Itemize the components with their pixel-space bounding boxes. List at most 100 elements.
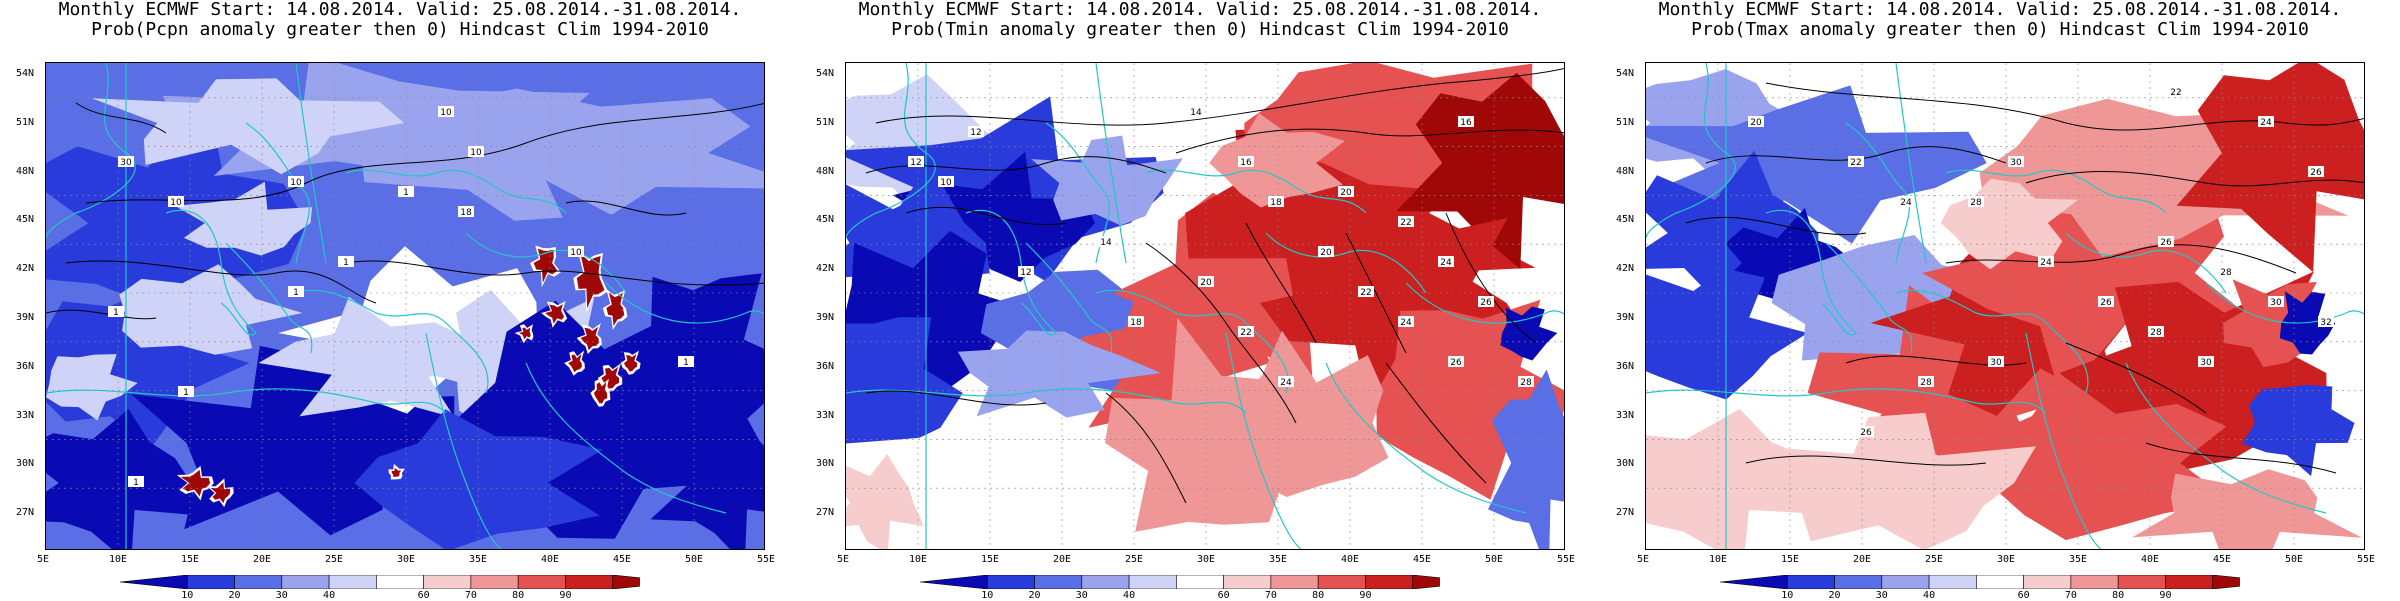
colorbar-label: 40 (323, 590, 336, 601)
lat-tick-label: 30N (16, 458, 35, 470)
contour-line (565, 200, 687, 216)
lon-tick-label: 50E (1485, 554, 1504, 565)
colorbar-label: 40 (1123, 590, 1136, 601)
anomaly-region (593, 382, 608, 404)
panel-title-line1: Monthly ECMWF Start: 14.08.2014. Valid: … (58, 0, 742, 20)
contour-label-bg (1438, 256, 1454, 267)
lat-tick-label: 33N (1616, 409, 1635, 421)
coastline (1845, 122, 1910, 264)
coastline (1095, 289, 1289, 394)
contour-label-bg (2008, 156, 2024, 167)
lat-tick-label: 42N (1616, 263, 1635, 275)
colorbar-segment (1176, 575, 1224, 589)
coastline (1145, 169, 1367, 214)
anomaly-region (210, 482, 231, 504)
colorbar-segment (2023, 575, 2072, 589)
contour-label-bg (1448, 356, 1464, 367)
contour-label-bg (1858, 426, 1874, 437)
contour-line (1385, 362, 1487, 484)
colorbar-bar (1720, 575, 2240, 589)
contour-label: 28 (1520, 378, 1532, 388)
contour-label-bg (2318, 316, 2334, 327)
coastline (1646, 388, 2047, 414)
colorbar-segment (1928, 575, 1977, 589)
colorbar-segment (376, 575, 424, 589)
anomaly-region (1646, 268, 1808, 400)
lon-tick-label: 55E (757, 554, 776, 565)
lon-tick-label: 20E (1053, 554, 1072, 565)
coastline (295, 289, 489, 394)
colorbar-segment (1081, 575, 1130, 589)
lon-tick-label: 35E (1269, 554, 1288, 565)
colorbar-label: 90 (559, 590, 572, 601)
coastline (1895, 63, 1927, 264)
colorbar-segment (470, 575, 519, 589)
colorbar-segment (2070, 575, 2119, 589)
lat-tick-label: 27N (816, 507, 835, 519)
contour-label: 20 (1320, 248, 1332, 258)
contour-label-bg (1988, 356, 2004, 367)
panel-title-line2: Prob(Pcpn anomaly greater then 0) Hindca… (91, 19, 709, 40)
contour-line (875, 67, 1564, 126)
contour-label: 26 (1480, 298, 1492, 308)
anomaly-region (624, 354, 638, 372)
colorbar-segment (186, 575, 235, 589)
contour-label-bg (1198, 276, 1214, 287)
lat-tick-label: 36N (1616, 360, 1635, 372)
contour-label: 1 (133, 478, 139, 488)
anomaly-region (46, 354, 138, 421)
contour-label: 1 (183, 388, 189, 398)
colorbar-label: 70 (464, 590, 477, 601)
contour-line (46, 309, 157, 320)
contour-line (1685, 216, 1867, 236)
lon-tick-label: 10E (909, 554, 928, 565)
lat-tick-label: 54N (16, 68, 35, 79)
contour-label: 24 (1900, 198, 1912, 208)
lon-tick-label: 5E (837, 554, 850, 565)
contour-label: 30 (1990, 358, 2002, 368)
colorbar-label: 70 (1264, 590, 1277, 601)
contour-label: 16 (1460, 118, 1472, 128)
contour-line (1105, 392, 1187, 504)
colorbar-segment (2165, 575, 2214, 589)
colorbar-label: 80 (512, 590, 525, 601)
contour-label-bg (118, 156, 134, 167)
contour-label: 10 (440, 108, 452, 118)
contour-label: 28 (1920, 378, 1932, 388)
colorbar-segment (565, 575, 614, 589)
contour-line (905, 206, 1067, 226)
contour-line (2065, 342, 2207, 414)
lat-tick-label: 51N (16, 116, 35, 128)
colorbar-segment (612, 575, 640, 589)
colorbar-label: 80 (1312, 590, 1325, 601)
contour-label-bg (1478, 296, 1494, 307)
coastline (425, 332, 503, 549)
lon-tick-label: 45E (613, 554, 632, 565)
anomaly-region (1960, 374, 2232, 541)
contour-label: 30 (2270, 298, 2282, 308)
contour-label: 22 (1400, 218, 1411, 228)
coastline (846, 388, 1247, 414)
contour-label-bg (1318, 246, 1334, 257)
contour-label-bg (2098, 296, 2114, 307)
lon-tick-label: 10E (1709, 554, 1728, 565)
contour-label-bg (288, 286, 304, 297)
anomaly-region (180, 469, 211, 497)
coastline (1095, 63, 1127, 264)
colorbar-segment (1976, 575, 2024, 589)
lat-tick-label: 30N (1616, 458, 1635, 470)
contour-label: 20 (1750, 118, 1762, 128)
contour-line (1705, 146, 2007, 164)
colorbar-segment (1365, 575, 1414, 589)
contour-label: 28 (1970, 198, 1982, 208)
anomaly-region (119, 264, 303, 355)
lat-tick-label: 45N (816, 214, 835, 226)
lat-tick-label: 54N (816, 68, 835, 79)
colorbar-label: 60 (2017, 590, 2030, 601)
colorbar-bar (120, 575, 640, 589)
colorbar-label: 10 (981, 590, 994, 601)
anomaly-region (91, 78, 405, 175)
contour-label-bg (438, 106, 454, 117)
contour-label-bg (678, 356, 694, 367)
contour-label: 16 (1240, 158, 1252, 168)
